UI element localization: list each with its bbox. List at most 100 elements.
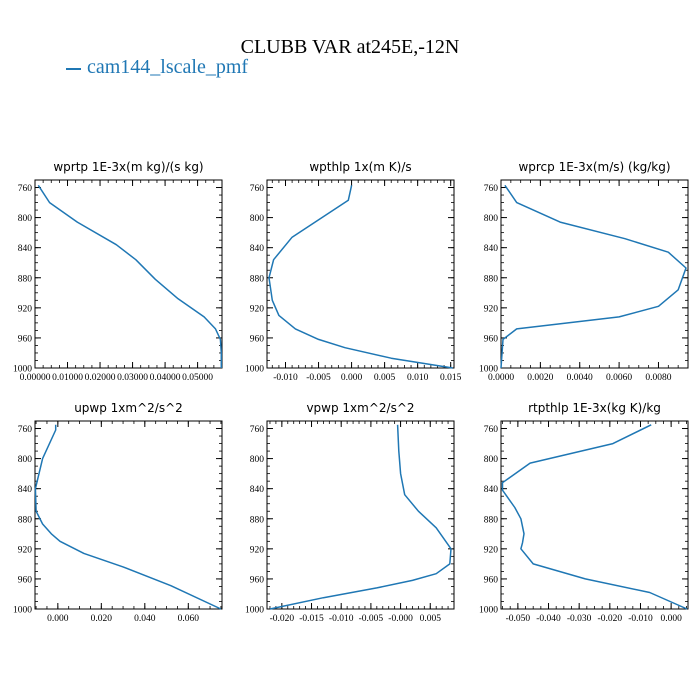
series-line xyxy=(501,424,688,610)
x-tick-label: 0.02000 xyxy=(85,373,116,383)
x-tick-label: 0.000 xyxy=(660,614,682,624)
x-tick-label: 0.000 xyxy=(341,373,363,383)
x-tick-label: 0.0000 xyxy=(488,373,514,383)
y-tick-label: 960 xyxy=(18,334,33,344)
y-tick-label: 920 xyxy=(18,304,33,314)
x-tick-label: -0.015 xyxy=(299,614,324,624)
y-tick-label: 920 xyxy=(484,545,499,555)
panel-title: wprtp 1E-3x(m kg)/(s kg) xyxy=(53,160,203,174)
y-tick-label: 880 xyxy=(250,515,265,525)
panel-5: vpwp 1xm^2/s^2 760 800 840 880 920 960 1000 -0.0… xyxy=(245,401,455,624)
y-tick-label: 960 xyxy=(484,334,499,344)
x-tick-label: 0.020 xyxy=(91,614,113,624)
x-tick-label: -0.020 xyxy=(598,614,623,624)
panel-4: upwp 1xm^2/s^2 760 800 840 880 920 960 1000 0.00… xyxy=(13,401,223,624)
y-tick-label: 840 xyxy=(484,244,499,254)
y-tick-label: 760 xyxy=(18,425,33,435)
panel-title: upwp 1xm^2/s^2 xyxy=(74,401,183,415)
y-tick-label: 920 xyxy=(250,304,265,314)
plot-frame xyxy=(266,420,455,610)
x-tick-label: -0.000 xyxy=(388,614,413,624)
x-tick-label: 0.0060 xyxy=(606,373,632,383)
y-tick-label: 1000 xyxy=(13,606,32,616)
figure-title: CLUBB VAR at245E,-12N xyxy=(240,36,460,58)
y-tick-label: 960 xyxy=(250,334,265,344)
x-tick-label: -0.005 xyxy=(306,373,331,383)
y-tick-label: 840 xyxy=(18,485,33,495)
y-tick-label: 920 xyxy=(484,304,499,314)
y-tick-label: 800 xyxy=(484,214,499,224)
y-tick-label: 840 xyxy=(250,485,265,495)
x-tick-label: -0.010 xyxy=(273,373,298,383)
y-tick-label: 760 xyxy=(250,425,265,435)
y-tick-label: 960 xyxy=(18,575,33,585)
x-tick-label: 0.01000 xyxy=(52,373,83,383)
y-tick-label: 840 xyxy=(18,244,33,254)
y-tick-label: 960 xyxy=(250,575,265,585)
x-tick-label: -0.040 xyxy=(536,614,561,624)
y-tick-label: 920 xyxy=(250,545,265,555)
x-tick-label: 0.05000 xyxy=(182,373,213,383)
plot-frame xyxy=(500,179,689,369)
y-tick-label: 760 xyxy=(484,425,499,435)
series-line xyxy=(37,184,223,368)
panel-title: rtpthlp 1E-3x(kg K)/kg xyxy=(528,401,661,415)
x-tick-label: -0.010 xyxy=(628,614,653,624)
y-tick-label: 800 xyxy=(250,455,265,465)
y-tick-label: 960 xyxy=(484,575,499,585)
y-tick-label: 760 xyxy=(250,184,265,194)
y-tick-label: 800 xyxy=(484,455,499,465)
y-tick-label: 1000 xyxy=(479,606,498,616)
y-tick-label: 880 xyxy=(18,515,33,525)
series-line xyxy=(500,184,687,369)
x-tick-label: -0.050 xyxy=(506,614,531,624)
y-tick-label: 760 xyxy=(484,184,499,194)
series-line xyxy=(34,424,222,610)
x-tick-label: 0.0020 xyxy=(527,373,553,383)
y-tick-label: 800 xyxy=(18,214,33,224)
panel-title: wprcp 1E-3x(m/s) (kg/kg) xyxy=(518,160,670,174)
y-tick-label: 800 xyxy=(18,455,33,465)
panel-title: vpwp 1xm^2/s^2 xyxy=(306,401,414,415)
legend-line-swatch xyxy=(66,67,81,70)
x-tick-label: 0.010 xyxy=(407,373,429,383)
x-tick-label: -0.020 xyxy=(270,614,295,624)
y-tick-label: 800 xyxy=(250,214,265,224)
x-tick-label: 0.00000 xyxy=(20,373,51,383)
y-tick-label: 880 xyxy=(484,515,499,525)
y-tick-label: 920 xyxy=(18,545,33,555)
x-tick-label: 0.000 xyxy=(47,614,69,624)
panel-1: wprtp 1E-3x(m kg)/(s kg) 760 800 840 880 920 9… xyxy=(13,160,223,383)
x-tick-label: -0.005 xyxy=(359,614,384,624)
y-tick-label: 880 xyxy=(18,274,33,284)
y-tick-label: 1000 xyxy=(245,606,264,616)
panel-3: wprcp 1E-3x(m/s) (kg/kg) 760 800 840 880 920 9… xyxy=(479,160,689,383)
y-tick-label: 1000 xyxy=(245,365,264,375)
plot-frame xyxy=(34,179,223,369)
y-tick-label: 1000 xyxy=(479,365,498,375)
x-tick-label: 0.060 xyxy=(178,614,200,624)
x-tick-label: 0.0080 xyxy=(645,373,671,383)
x-tick-label: -0.030 xyxy=(567,614,592,624)
legend-label: cam144_lscale_pmf xyxy=(87,56,249,78)
y-tick-label: 880 xyxy=(250,274,265,284)
x-tick-label: 0.015 xyxy=(440,373,462,383)
legend: cam144_lscale_pmf xyxy=(66,56,248,79)
series-line xyxy=(268,185,453,369)
x-tick-label: 0.0040 xyxy=(567,373,593,383)
x-tick-label: -0.010 xyxy=(329,614,354,624)
y-tick-label: 1000 xyxy=(13,365,32,375)
y-tick-label: 840 xyxy=(484,485,499,495)
panel-title: wpthlp 1x(m K)/s xyxy=(309,160,411,174)
panel-2: wpthlp 1x(m K)/s 760 800 840 880 920 960 1000 -0… xyxy=(245,160,462,383)
plot-frame xyxy=(34,420,223,610)
y-tick-label: 760 xyxy=(18,184,33,194)
y-tick-label: 840 xyxy=(250,244,265,254)
x-tick-label: 0.005 xyxy=(374,373,396,383)
plot-frame xyxy=(266,179,455,369)
x-tick-label: 0.040 xyxy=(134,614,156,624)
panel-6: rtpthlp 1E-3x(kg K)/kg 760 800 840 880 920 960… xyxy=(479,401,689,624)
x-tick-label: 0.03000 xyxy=(117,373,148,383)
y-tick-label: 880 xyxy=(484,274,499,284)
